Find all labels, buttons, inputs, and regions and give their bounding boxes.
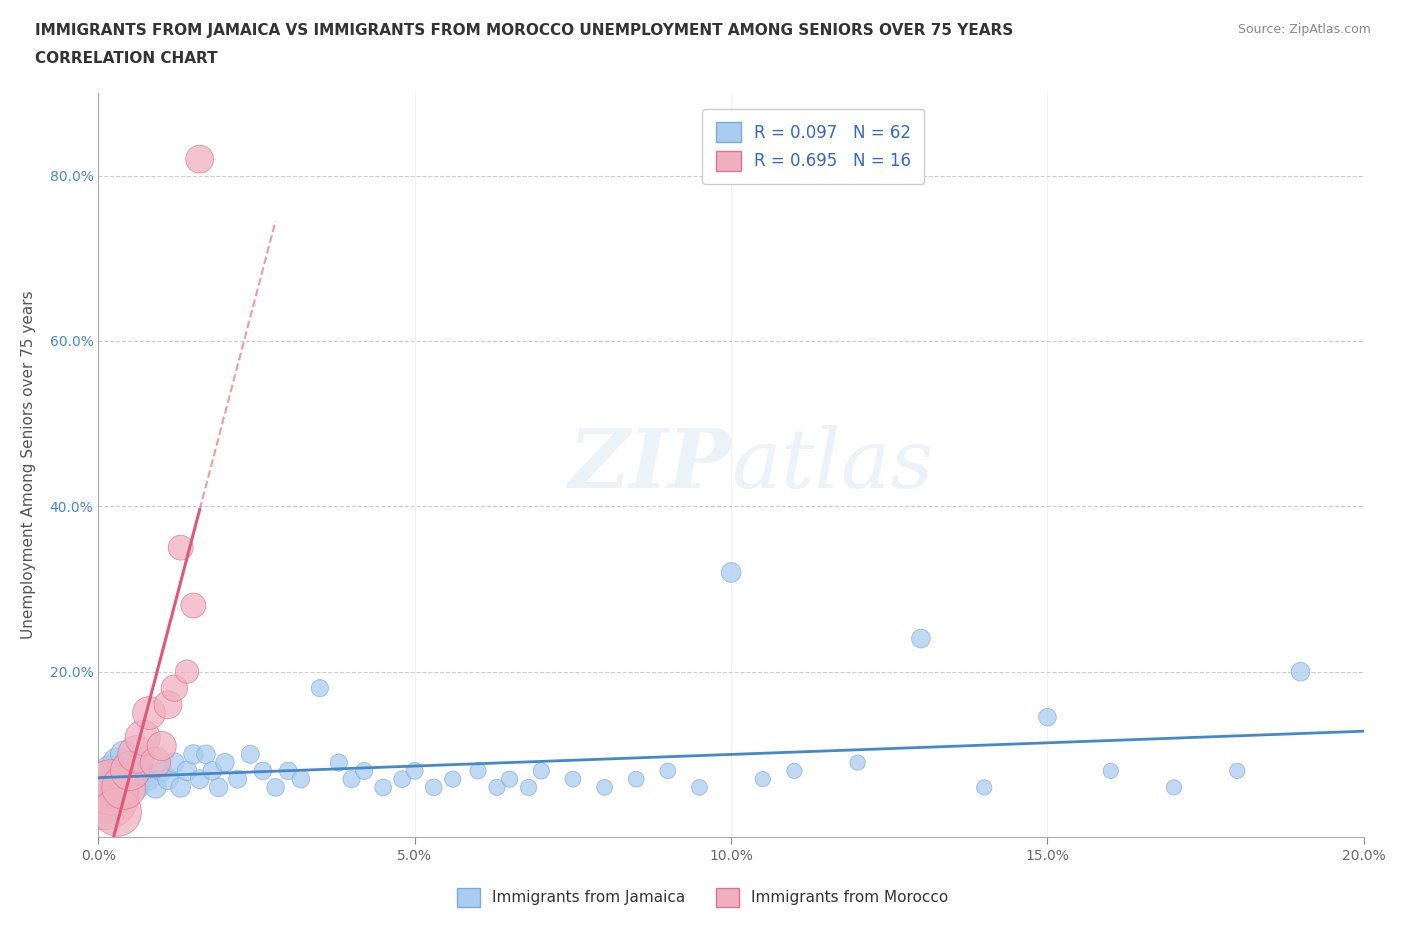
Point [783,764,806,778]
Point [183,598,205,613]
Point [1099,764,1122,778]
Point [169,540,191,555]
Point [93,789,117,804]
Point [125,747,148,762]
Point [486,780,509,795]
Text: IMMIGRANTS FROM JAMAICA VS IMMIGRANTS FROM MOROCCO UNEMPLOYMENT AMONG SENIORS OV: IMMIGRANTS FROM JAMAICA VS IMMIGRANTS FR… [35,23,1014,38]
Point [239,747,262,762]
Point [720,565,742,580]
Point [688,780,710,795]
Point [93,796,117,811]
Point [561,772,585,787]
Point [290,772,312,787]
Point [176,664,198,679]
Text: Source: ZipAtlas.com: Source: ZipAtlas.com [1237,23,1371,36]
Point [112,747,135,762]
Point [371,780,394,795]
Point [163,681,186,696]
Point [157,772,180,787]
Point [100,780,122,795]
Text: CORRELATION CHART: CORRELATION CHART [35,51,218,66]
Point [201,764,224,778]
Text: atlas: atlas [731,425,934,505]
Point [188,772,211,787]
Point [441,772,464,787]
Point [973,780,995,795]
Point [498,772,520,787]
Point [100,764,122,778]
Point [132,747,155,762]
Point [252,764,274,778]
Point [138,706,160,721]
Point [517,780,540,795]
Point [120,764,141,778]
Point [145,780,166,795]
Point [100,780,122,795]
Point [125,780,148,795]
Point [467,764,489,778]
Y-axis label: Unemployment Among Seniors over 75 years: Unemployment Among Seniors over 75 years [21,291,35,639]
Point [846,755,869,770]
Legend: R = 0.097   N = 62, R = 0.695   N = 16: R = 0.097 N = 62, R = 0.695 N = 16 [703,109,924,184]
Point [120,772,141,787]
Point [593,780,616,795]
Point [328,755,350,770]
Point [107,755,129,770]
Point [910,631,932,646]
Point [176,764,198,778]
Point [530,764,553,778]
Point [264,780,287,795]
Point [150,738,173,753]
Point [107,804,129,819]
Point [404,764,426,778]
Point [422,780,444,795]
Point [1289,664,1312,679]
Point [120,764,141,778]
Point [188,152,211,166]
Point [340,772,363,787]
Point [208,780,231,795]
Point [107,772,129,787]
Legend: Immigrants from Jamaica, Immigrants from Morocco: Immigrants from Jamaica, Immigrants from… [451,882,955,913]
Point [1226,764,1249,778]
Point [112,780,135,795]
Point [214,755,236,770]
Point [132,764,155,778]
Point [145,755,166,770]
Point [138,772,160,787]
Point [353,764,375,778]
Point [309,681,332,696]
Point [277,764,299,778]
Point [657,764,679,778]
Point [183,747,205,762]
Point [163,755,186,770]
Point [132,730,155,745]
Point [391,772,413,787]
Point [1163,780,1185,795]
Point [194,747,218,762]
Point [1036,710,1059,724]
Point [150,764,173,778]
Point [751,772,773,787]
Point [125,755,148,770]
Point [112,780,135,795]
Point [157,698,180,712]
Point [624,772,647,787]
Text: ZIP: ZIP [568,425,731,505]
Point [169,780,191,795]
Point [226,772,249,787]
